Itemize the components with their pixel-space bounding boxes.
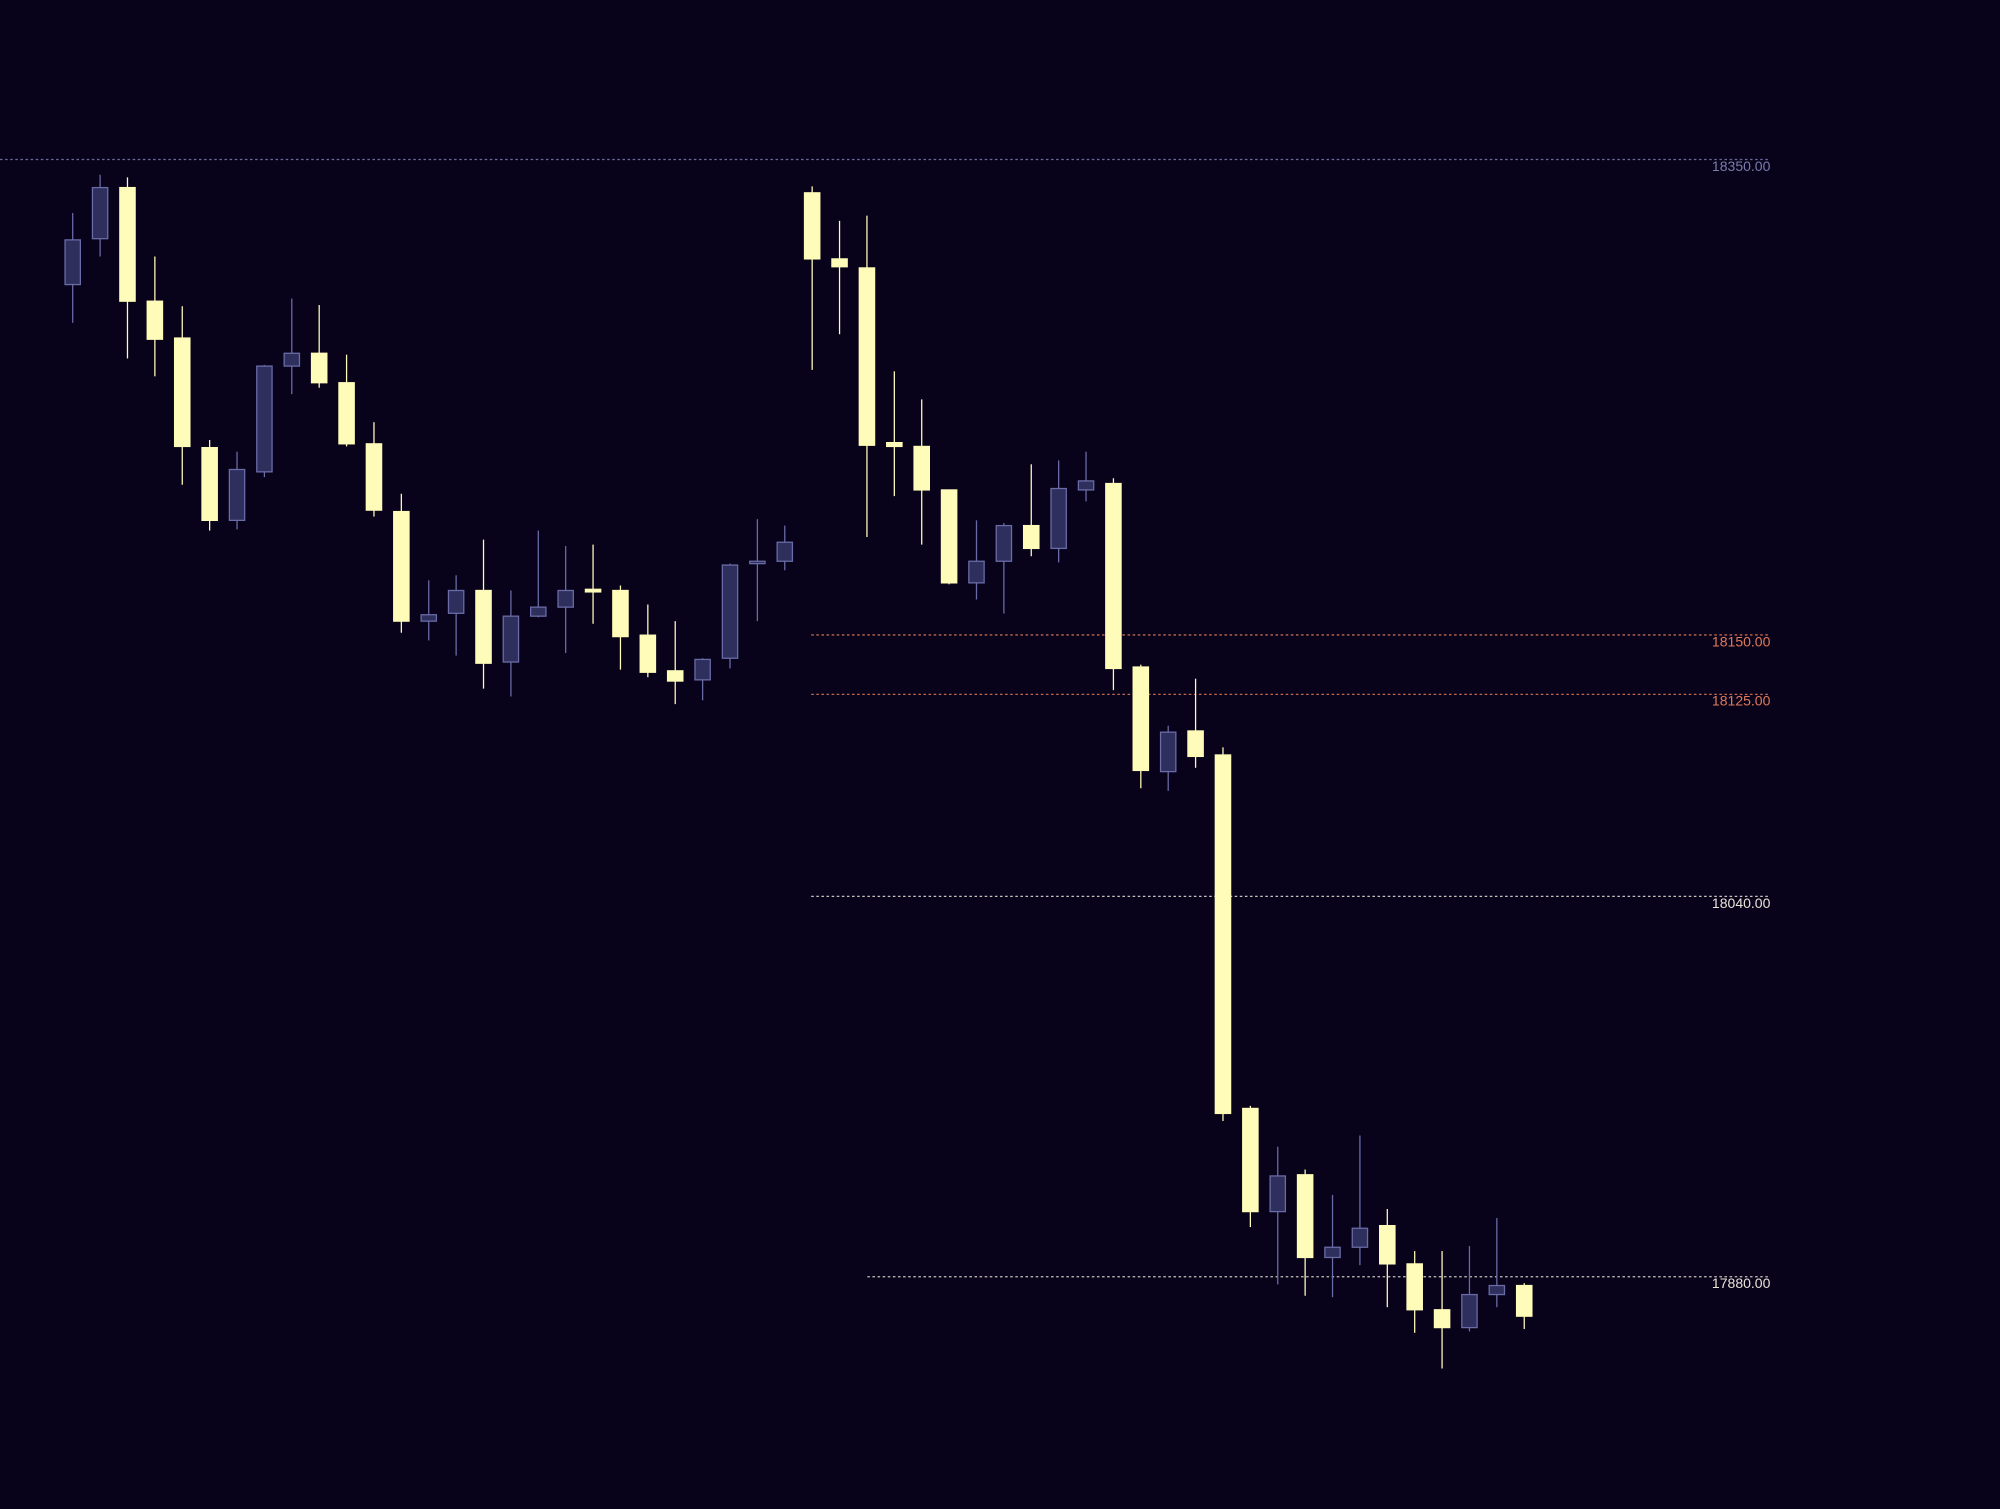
candle-body (666, 670, 684, 682)
level-label: 18040.00 (1712, 895, 1771, 911)
candle-body (639, 634, 657, 673)
candle-body (1324, 1246, 1341, 1259)
candle-body (1105, 482, 1122, 670)
level-label: 17880.00 (1712, 1275, 1771, 1291)
candle-body (721, 564, 739, 659)
candle-body (1077, 480, 1095, 491)
candle-body (1406, 1263, 1423, 1311)
candle-body (447, 589, 465, 614)
candle-body (749, 560, 766, 565)
candle-body (1296, 1174, 1314, 1259)
candle-body (1488, 1284, 1506, 1296)
candle-body (776, 541, 794, 562)
candle-body (1132, 666, 1150, 772)
candle-body (995, 524, 1013, 562)
candle-body (228, 468, 246, 522)
candle-body (1433, 1309, 1451, 1329)
candle-body (1050, 487, 1067, 550)
candle-body (858, 267, 876, 446)
candle-body (1187, 730, 1204, 758)
candle-body (803, 192, 821, 260)
candle-body (1022, 524, 1040, 550)
candle-body (612, 589, 629, 638)
candle-body (557, 589, 574, 608)
candle-body (886, 441, 903, 448)
candle-body (831, 258, 848, 268)
candle-body (913, 445, 931, 491)
candle-body (968, 560, 985, 584)
candle-body (1461, 1293, 1478, 1329)
candle-body (502, 615, 520, 663)
candle-body (365, 443, 383, 511)
candle-body (584, 588, 602, 593)
candle-body (338, 382, 355, 445)
candle-body (475, 589, 492, 664)
candle-body (91, 186, 109, 240)
candle-body (146, 300, 164, 340)
candle-body (420, 614, 438, 622)
candle-body (310, 352, 328, 384)
candle-body (1379, 1224, 1396, 1265)
candle-body (283, 352, 301, 367)
candle-body (393, 510, 410, 622)
candle-body (119, 186, 136, 302)
candle-body (1159, 731, 1177, 773)
candle-body (1515, 1284, 1533, 1317)
candle-body (940, 489, 958, 584)
candle-body (1351, 1227, 1369, 1248)
candle-body (201, 446, 218, 522)
candle-body (1214, 754, 1232, 1115)
level-label: 18125.00 (1712, 693, 1771, 709)
candle-body (694, 658, 711, 681)
level-label: 18150.00 (1712, 633, 1771, 649)
candle-body (529, 606, 547, 617)
candle-body (1269, 1175, 1287, 1213)
candle-body (64, 239, 81, 286)
candle-body (1242, 1107, 1259, 1213)
candle-body (173, 337, 191, 448)
level-label: 18350.00 (1712, 158, 1771, 174)
candle-body (256, 365, 273, 473)
